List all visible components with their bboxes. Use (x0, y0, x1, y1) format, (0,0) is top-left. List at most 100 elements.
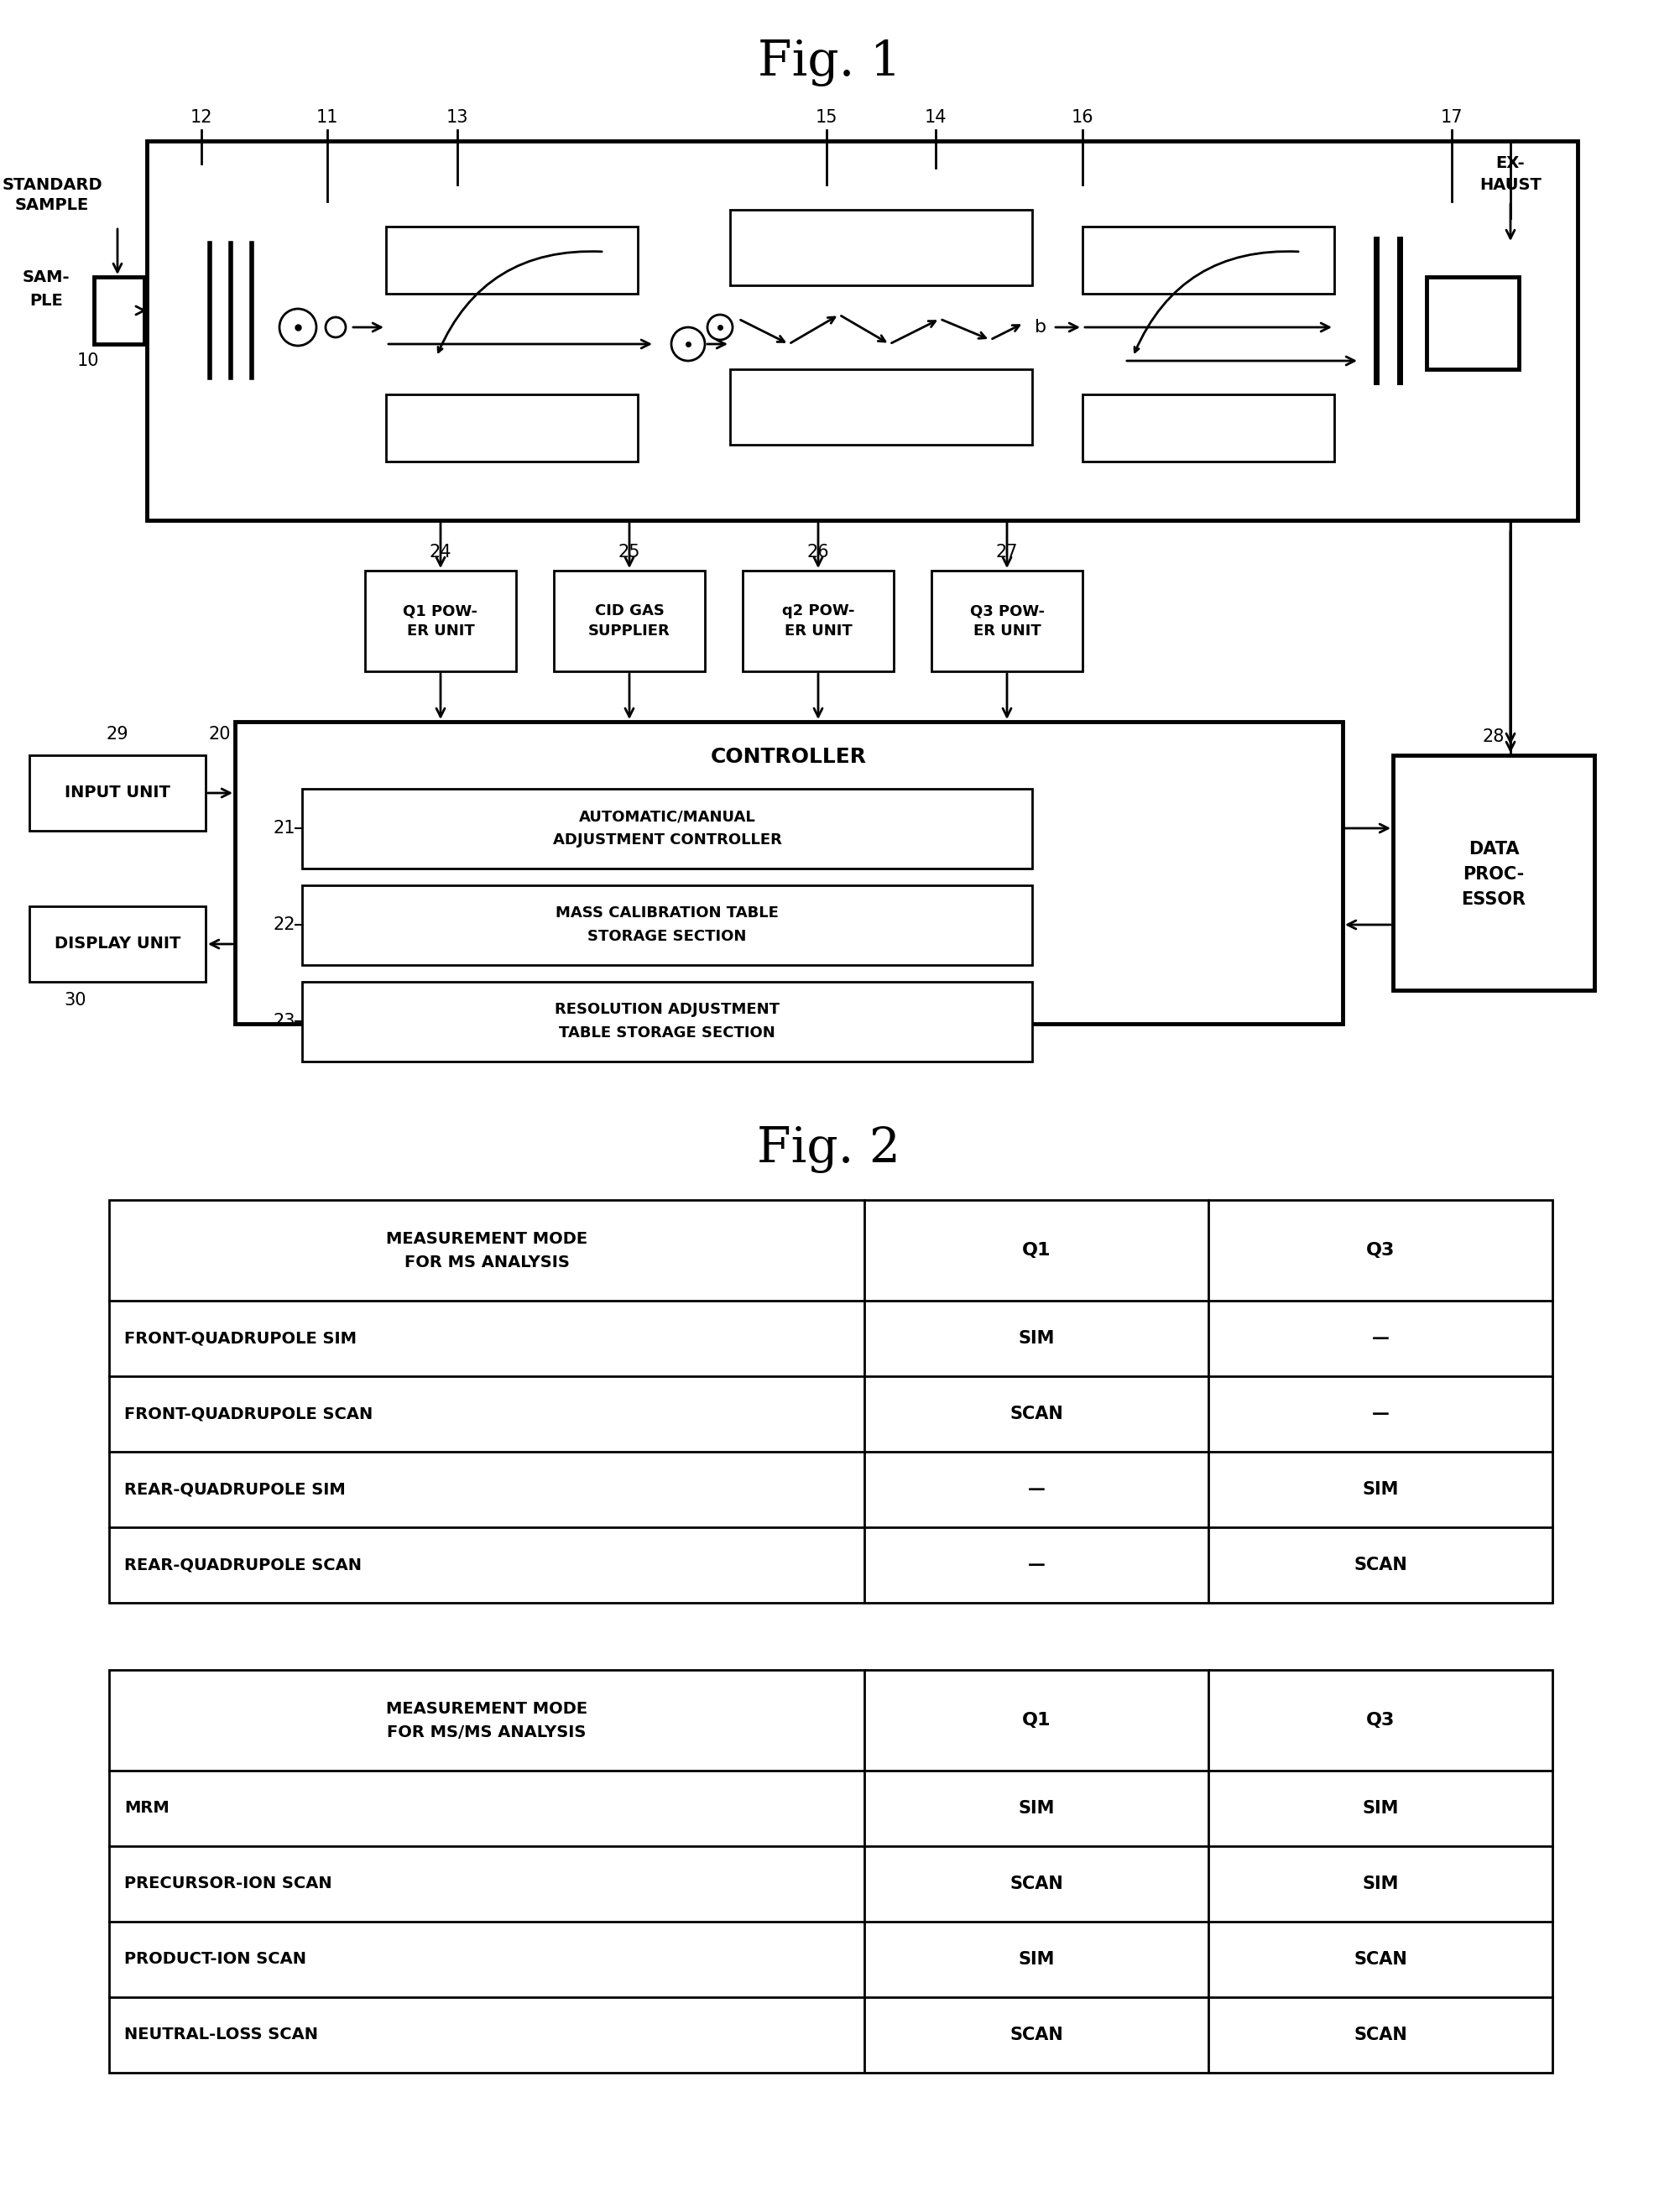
Bar (109, 1670, 1553, 2073)
Text: CID GAS: CID GAS (594, 604, 664, 619)
Text: ESSOR: ESSOR (1462, 891, 1526, 907)
Text: SIM: SIM (1362, 1482, 1399, 1498)
Text: FOR MS/MS ANALYSIS: FOR MS/MS ANALYSIS (387, 1723, 586, 1741)
Text: SUPPLIER: SUPPLIER (589, 624, 670, 639)
Text: TABLE STORAGE SECTION: TABLE STORAGE SECTION (559, 1026, 775, 1040)
Text: SCAN: SCAN (1010, 1405, 1063, 1422)
Bar (302, 790, 1032, 869)
Text: Fig. 2: Fig. 2 (757, 1126, 901, 1172)
Text: INPUT UNIT: INPUT UNIT (65, 785, 171, 801)
Text: FRONT-QUADRUPOLE SCAN: FRONT-QUADRUPOLE SCAN (124, 1407, 373, 1422)
Bar (387, 226, 637, 294)
Text: 15: 15 (816, 108, 838, 126)
Text: PRODUCT-ION SCAN: PRODUCT-ION SCAN (124, 1951, 307, 1966)
Text: 13: 13 (446, 108, 468, 126)
Text: PRECURSOR-ION SCAN: PRECURSOR-ION SCAN (124, 1876, 332, 1891)
Text: —: — (1372, 1405, 1389, 1422)
Text: 16: 16 (1072, 108, 1093, 126)
Text: STANDARD: STANDARD (2, 177, 103, 192)
Text: SIM: SIM (1362, 1876, 1399, 1891)
Text: STORAGE SECTION: STORAGE SECTION (587, 929, 747, 945)
Text: NEUTRAL-LOSS SCAN: NEUTRAL-LOSS SCAN (124, 2026, 319, 2044)
Text: 20: 20 (209, 726, 231, 743)
Text: 10: 10 (76, 352, 100, 369)
Bar (730, 369, 1032, 445)
Text: ER UNIT: ER UNIT (974, 624, 1040, 639)
Text: Fig. 1: Fig. 1 (758, 40, 901, 86)
Text: PLE: PLE (30, 292, 63, 307)
Bar (302, 885, 1032, 964)
Bar (302, 982, 1032, 1062)
Bar (931, 571, 1083, 670)
Text: DATA: DATA (1468, 841, 1520, 858)
Bar (743, 571, 894, 670)
Text: SIM: SIM (1362, 1801, 1399, 1816)
Text: Q1: Q1 (1022, 1241, 1050, 1259)
Text: SIM: SIM (1019, 1329, 1055, 1347)
Text: 22: 22 (274, 916, 295, 933)
Text: —: — (1027, 1482, 1045, 1498)
Bar (109, 1199, 1553, 1604)
Text: 11: 11 (317, 108, 338, 126)
Text: SIM: SIM (1019, 1951, 1055, 1969)
Bar (30, 754, 206, 832)
Text: ADJUSTMENT CONTROLLER: ADJUSTMENT CONTROLLER (552, 832, 781, 847)
Text: b: b (1035, 319, 1047, 336)
Text: MEASUREMENT MODE: MEASUREMENT MODE (387, 1230, 587, 1248)
Text: 29: 29 (106, 726, 129, 743)
Bar (554, 571, 705, 670)
Bar (365, 571, 516, 670)
Bar (1083, 226, 1334, 294)
Text: SCAN: SCAN (1354, 2026, 1407, 2044)
Text: CONTROLLER: CONTROLLER (710, 748, 868, 768)
Text: MRM: MRM (124, 1801, 169, 1816)
Bar (1394, 754, 1594, 991)
Text: SAM-: SAM- (23, 270, 70, 285)
Bar (1083, 394, 1334, 462)
Text: 17: 17 (1440, 108, 1463, 126)
Bar (95, 276, 144, 345)
Text: 30: 30 (65, 991, 86, 1009)
Text: AUTOMATIC/MANUAL: AUTOMATIC/MANUAL (579, 810, 755, 825)
Text: FRONT-QUADRUPOLE SIM: FRONT-QUADRUPOLE SIM (124, 1329, 357, 1347)
Text: 14: 14 (924, 108, 947, 126)
Text: —: — (1372, 1329, 1389, 1347)
Bar (236, 721, 1342, 1024)
Text: q2 POW-: q2 POW- (781, 604, 854, 619)
Text: SCAN: SCAN (1010, 1876, 1063, 1891)
Text: —: — (1027, 1557, 1045, 1573)
Text: 12: 12 (191, 108, 212, 126)
Text: 27: 27 (995, 544, 1019, 560)
Text: HAUST: HAUST (1480, 177, 1541, 192)
Text: Q1 POW-: Q1 POW- (403, 604, 478, 619)
Text: MASS CALIBRATION TABLE: MASS CALIBRATION TABLE (556, 905, 778, 920)
Text: SCAN: SCAN (1010, 2026, 1063, 2044)
Text: 24: 24 (430, 544, 451, 560)
Bar (1427, 276, 1520, 369)
Text: REAR-QUADRUPOLE SIM: REAR-QUADRUPOLE SIM (124, 1482, 345, 1498)
Text: SCAN: SCAN (1354, 1557, 1407, 1573)
Text: Q3 POW-: Q3 POW- (969, 604, 1044, 619)
Bar (730, 210, 1032, 285)
Text: Q1: Q1 (1022, 1712, 1050, 1728)
Bar (30, 907, 206, 982)
Text: 28: 28 (1483, 728, 1505, 745)
Bar (148, 142, 1578, 520)
Text: MEASUREMENT MODE: MEASUREMENT MODE (387, 1701, 587, 1717)
Text: FOR MS ANALYSIS: FOR MS ANALYSIS (405, 1254, 569, 1270)
Text: ER UNIT: ER UNIT (406, 624, 474, 639)
Text: 25: 25 (619, 544, 640, 560)
Text: SCAN: SCAN (1354, 1951, 1407, 1969)
Text: SIM: SIM (1019, 1801, 1055, 1816)
Text: RESOLUTION ADJUSTMENT: RESOLUTION ADJUSTMENT (554, 1002, 780, 1018)
Text: 23: 23 (274, 1013, 295, 1029)
Text: ER UNIT: ER UNIT (785, 624, 853, 639)
Text: SAMPLE: SAMPLE (15, 197, 90, 215)
Text: EX-: EX- (1496, 155, 1525, 173)
Text: DISPLAY UNIT: DISPLAY UNIT (55, 936, 181, 951)
Text: Q3: Q3 (1365, 1241, 1395, 1259)
Text: Q3: Q3 (1365, 1712, 1395, 1728)
Text: PROC-: PROC- (1463, 867, 1525, 883)
Text: 26: 26 (806, 544, 830, 560)
Text: REAR-QUADRUPOLE SCAN: REAR-QUADRUPOLE SCAN (124, 1557, 362, 1573)
